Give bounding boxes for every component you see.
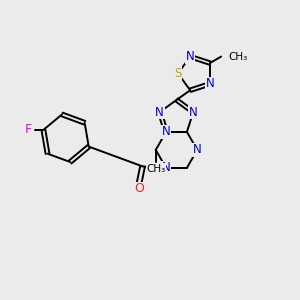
Text: O: O bbox=[134, 182, 144, 195]
Text: N: N bbox=[206, 77, 214, 90]
Text: S: S bbox=[174, 67, 182, 80]
Text: N: N bbox=[189, 106, 198, 119]
Text: N: N bbox=[155, 106, 164, 119]
Text: N: N bbox=[186, 50, 195, 63]
Text: CH₃: CH₃ bbox=[146, 164, 165, 174]
Text: F: F bbox=[25, 123, 32, 136]
Text: N: N bbox=[193, 143, 202, 156]
Text: CH₃: CH₃ bbox=[229, 52, 248, 61]
Text: N: N bbox=[162, 161, 170, 174]
Text: N: N bbox=[162, 125, 170, 138]
